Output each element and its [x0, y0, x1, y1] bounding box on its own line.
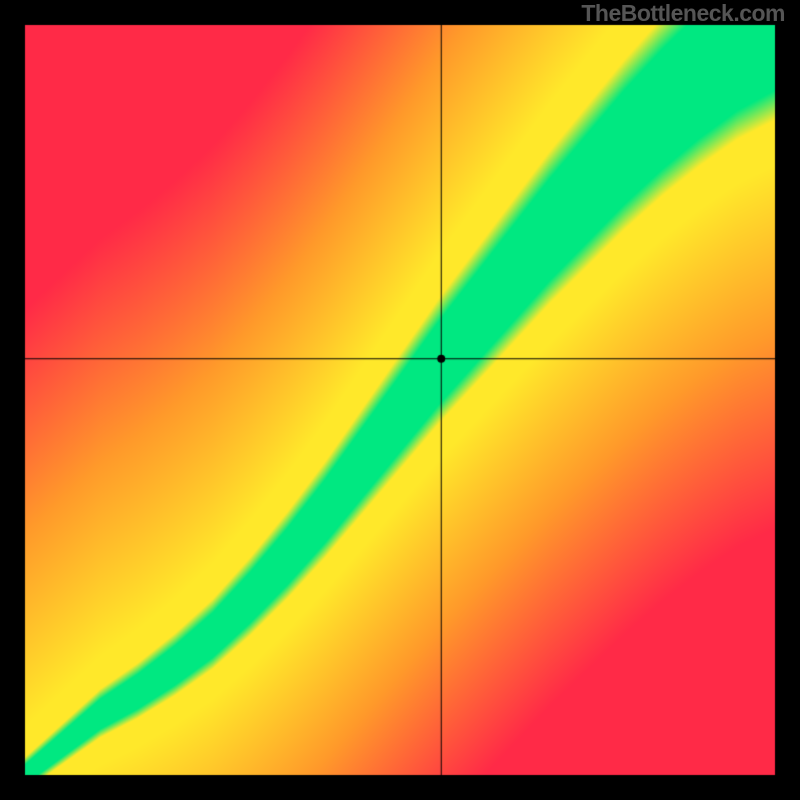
bottleneck-heatmap: [0, 0, 800, 800]
watermark-text: TheBottleneck.com: [581, 0, 785, 27]
